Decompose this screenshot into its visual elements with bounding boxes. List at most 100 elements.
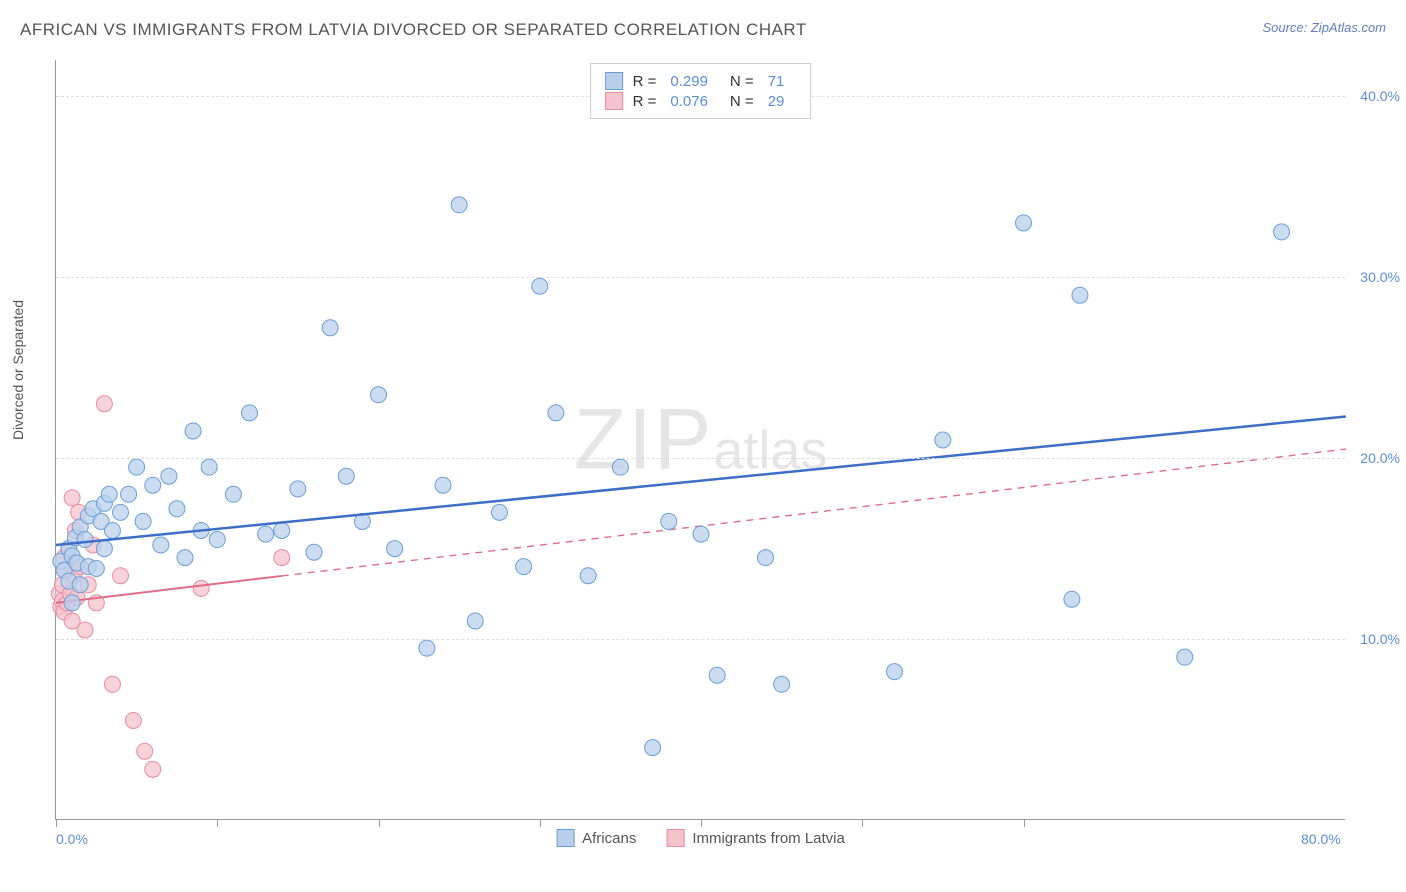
x-tick: [217, 819, 218, 827]
point-latvia: [77, 622, 93, 638]
r-label: R =: [633, 73, 657, 90]
gridline: [56, 458, 1345, 459]
point-africans: [201, 459, 217, 475]
point-latvia: [125, 712, 141, 728]
point-africans: [887, 664, 903, 680]
n-label: N =: [730, 73, 754, 90]
x-tick: [701, 819, 702, 827]
point-africans: [338, 468, 354, 484]
swatch-africans-bottom: [556, 829, 574, 847]
point-africans: [96, 541, 112, 557]
point-africans: [451, 197, 467, 213]
legend-row-africans: R = 0.299 N = 71: [605, 72, 797, 90]
point-africans: [185, 423, 201, 439]
scatter-svg: [56, 60, 1345, 819]
point-africans: [612, 459, 628, 475]
x-tick-label: 80.0%: [1301, 831, 1341, 847]
gridline: [56, 639, 1345, 640]
n-label: N =: [730, 93, 754, 110]
point-africans: [135, 513, 151, 529]
legend-stats: R = 0.299 N = 71 R = 0.076 N = 29: [590, 63, 812, 119]
point-africans: [435, 477, 451, 493]
legend-item-latvia: Immigrants from Latvia: [666, 829, 845, 847]
point-africans: [935, 432, 951, 448]
point-africans: [104, 522, 120, 538]
point-africans: [387, 541, 403, 557]
legend-label-latvia: Immigrants from Latvia: [692, 830, 845, 847]
point-africans: [1016, 215, 1032, 231]
point-latvia: [193, 580, 209, 596]
regression-extrap-latvia: [282, 449, 1346, 576]
r-value-latvia: 0.076: [670, 93, 708, 110]
n-value-latvia: 29: [768, 93, 785, 110]
swatch-latvia-bottom: [666, 829, 684, 847]
point-africans: [113, 504, 129, 520]
point-latvia: [137, 743, 153, 759]
y-tick-label: 20.0%: [1360, 450, 1400, 466]
point-africans: [101, 486, 117, 502]
r-label: R =: [633, 93, 657, 110]
point-africans: [532, 278, 548, 294]
r-value-africans: 0.299: [670, 73, 708, 90]
point-africans: [371, 387, 387, 403]
point-africans: [145, 477, 161, 493]
x-tick: [56, 819, 57, 827]
point-africans: [322, 320, 338, 336]
swatch-latvia: [605, 92, 623, 110]
legend-row-latvia: R = 0.076 N = 29: [605, 92, 797, 110]
y-tick-label: 40.0%: [1360, 88, 1400, 104]
point-africans: [709, 667, 725, 683]
point-africans: [693, 526, 709, 542]
point-latvia: [104, 676, 120, 692]
y-axis-label: Divorced or Separated: [10, 300, 26, 440]
point-africans: [129, 459, 145, 475]
point-africans: [1177, 649, 1193, 665]
point-africans: [225, 486, 241, 502]
point-africans: [580, 568, 596, 584]
point-africans: [77, 532, 93, 548]
point-africans: [491, 504, 507, 520]
point-africans: [1072, 287, 1088, 303]
y-tick-label: 30.0%: [1360, 269, 1400, 285]
point-africans: [661, 513, 677, 529]
point-africans: [242, 405, 258, 421]
point-africans: [258, 526, 274, 542]
legend-item-africans: Africans: [556, 829, 636, 847]
n-value-africans: 71: [768, 73, 785, 90]
point-africans: [177, 550, 193, 566]
point-africans: [161, 468, 177, 484]
point-africans: [548, 405, 564, 421]
point-latvia: [145, 761, 161, 777]
x-tick: [540, 819, 541, 827]
point-latvia: [64, 490, 80, 506]
swatch-africans: [605, 72, 623, 90]
chart-title: AFRICAN VS IMMIGRANTS FROM LATVIA DIVORC…: [20, 20, 807, 40]
point-africans: [209, 532, 225, 548]
x-tick-label: 0.0%: [56, 831, 88, 847]
y-tick-label: 10.0%: [1360, 631, 1400, 647]
gridline: [56, 277, 1345, 278]
legend-label-africans: Africans: [582, 830, 636, 847]
point-africans: [121, 486, 137, 502]
point-africans: [64, 595, 80, 611]
point-africans: [467, 613, 483, 629]
source-attribution: Source: ZipAtlas.com: [1262, 20, 1386, 35]
point-africans: [274, 522, 290, 538]
point-africans: [153, 537, 169, 553]
point-africans: [169, 501, 185, 517]
x-tick: [1024, 819, 1025, 827]
legend-series: Africans Immigrants from Latvia: [556, 829, 845, 847]
point-latvia: [113, 568, 129, 584]
point-africans: [72, 577, 88, 593]
point-africans: [516, 559, 532, 575]
point-africans: [1274, 224, 1290, 240]
point-africans: [1064, 591, 1080, 607]
point-africans: [306, 544, 322, 560]
point-africans: [645, 740, 661, 756]
x-tick: [379, 819, 380, 827]
point-africans: [88, 560, 104, 576]
point-latvia: [96, 396, 112, 412]
point-africans: [774, 676, 790, 692]
point-africans: [419, 640, 435, 656]
chart-plot-area: ZIPatlas R = 0.299 N = 71 R = 0.076 N = …: [55, 60, 1345, 820]
